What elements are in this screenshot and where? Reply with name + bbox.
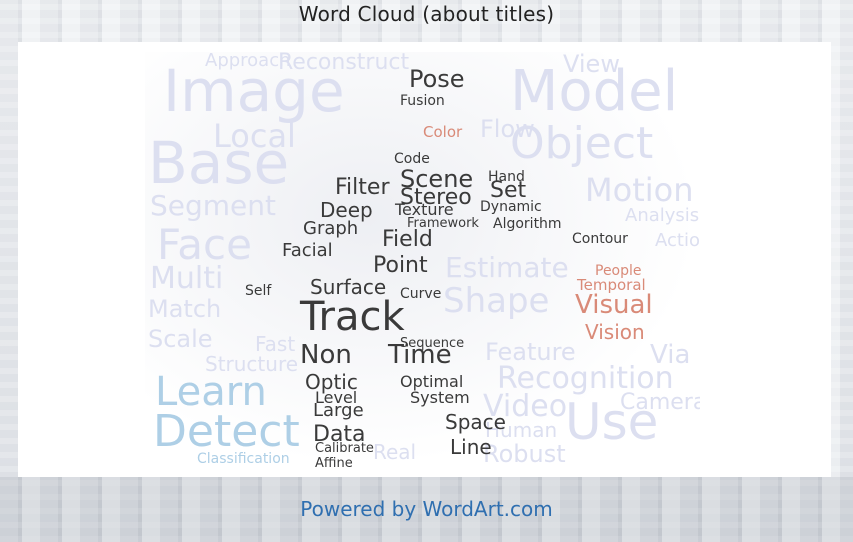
cloud-word: Surface	[310, 275, 387, 299]
cloud-word: Affine	[315, 456, 353, 467]
wordart-link[interactable]: Powered by WordArt.com	[300, 497, 553, 521]
cloud-word: Camera	[620, 390, 700, 415]
cloud-word: Optimal	[400, 372, 464, 391]
cloud-word: Calibrate	[315, 441, 374, 456]
cloud-word: Algorithm	[493, 216, 562, 232]
cloud-word: Filter	[335, 175, 390, 200]
cloud-word: Vision	[585, 320, 645, 344]
cloud-word: System	[410, 388, 470, 407]
cloud-word: Motion	[585, 171, 694, 209]
cloud-word: Real	[373, 440, 417, 464]
cloud-word: Time	[388, 340, 452, 370]
cloud-word: Scene	[400, 165, 474, 193]
cloud-word: Hand	[488, 169, 525, 185]
cloud-word: Match	[148, 295, 222, 323]
cloud-word: Large	[313, 400, 364, 421]
cloud-word: Track	[300, 294, 405, 340]
cloud-word: Visual	[575, 290, 653, 320]
cloud-word: Multi	[150, 261, 224, 296]
cloud-word: Face	[157, 220, 252, 269]
cloud-word: Local	[213, 117, 296, 155]
cloud-word: Code	[394, 151, 430, 167]
cloud-word: Point	[373, 253, 428, 278]
cloud-word: Space	[445, 410, 506, 434]
cloud-word: Recognition	[497, 361, 674, 396]
cloud-word: Reconstruct	[278, 52, 410, 75]
cloud-word: Stereo	[400, 185, 472, 210]
cloud-word: Deep	[320, 198, 373, 222]
cloud-word: Data	[313, 422, 366, 447]
cloud-word: Sequence	[400, 336, 465, 351]
cloud-word: Field	[382, 227, 433, 252]
cloud-word: Graph	[303, 218, 359, 239]
cloud-word: Pose	[409, 65, 465, 93]
cloud-word: Contour	[572, 231, 628, 247]
cloud-word: Action	[655, 230, 700, 251]
cloud-word: Feature	[485, 338, 576, 366]
cloud-word: Dynamic	[480, 199, 542, 215]
cloud-word: Estimate	[445, 251, 569, 284]
cloud-word: Structure	[205, 352, 299, 376]
cloud-word: Non	[300, 340, 352, 370]
cloud-word: Approach	[205, 52, 291, 71]
cloud-word: View	[563, 52, 620, 78]
cloud-word: Scale	[148, 325, 213, 353]
cloud-word: Segment	[150, 189, 276, 222]
cloud-word: Fast	[255, 332, 296, 356]
cloud-word: Color	[423, 123, 463, 141]
cloud-word: Image	[163, 57, 345, 125]
cloud-word: Flow	[480, 115, 535, 143]
word-cloud: Image Model Base Object Local Face Segment Moti…	[145, 52, 700, 467]
cloud-word: Model	[510, 59, 679, 124]
cloud-word: Level	[315, 388, 358, 407]
cloud-word: Optic	[305, 370, 358, 394]
cloud-word: Learn	[155, 369, 267, 415]
cloud-word: People	[595, 263, 642, 279]
cloud-word: Via	[650, 340, 691, 370]
cloud-word: Temporal	[577, 276, 646, 294]
cloud-word: Object	[510, 118, 654, 169]
cloud-word: Classification	[197, 451, 290, 467]
cloud-word: Human	[485, 418, 558, 442]
cloud-word: Line	[450, 435, 492, 459]
cloud-word: Use	[565, 393, 659, 451]
cloud-word: Set	[490, 178, 527, 203]
cloud-word: Facial	[282, 240, 333, 261]
cloud-word: Framework	[407, 216, 479, 231]
cloud-word: Shape	[443, 281, 550, 321]
cloud-word: Self	[245, 283, 272, 299]
cloud-word: Fusion	[400, 93, 445, 109]
cloud-word: Robust	[483, 440, 566, 467]
cloud-word: Base	[148, 129, 290, 197]
cloud-word: Analysis	[625, 205, 700, 226]
page-title: Word Cloud (about titles)	[298, 2, 555, 26]
cloud-word: Curve	[400, 286, 442, 302]
cloud-word: Video	[483, 389, 568, 424]
footer: Powered by WordArt.com	[0, 497, 853, 521]
cloud-word: Texture	[395, 200, 454, 219]
cloud-word: Detect	[153, 406, 300, 457]
